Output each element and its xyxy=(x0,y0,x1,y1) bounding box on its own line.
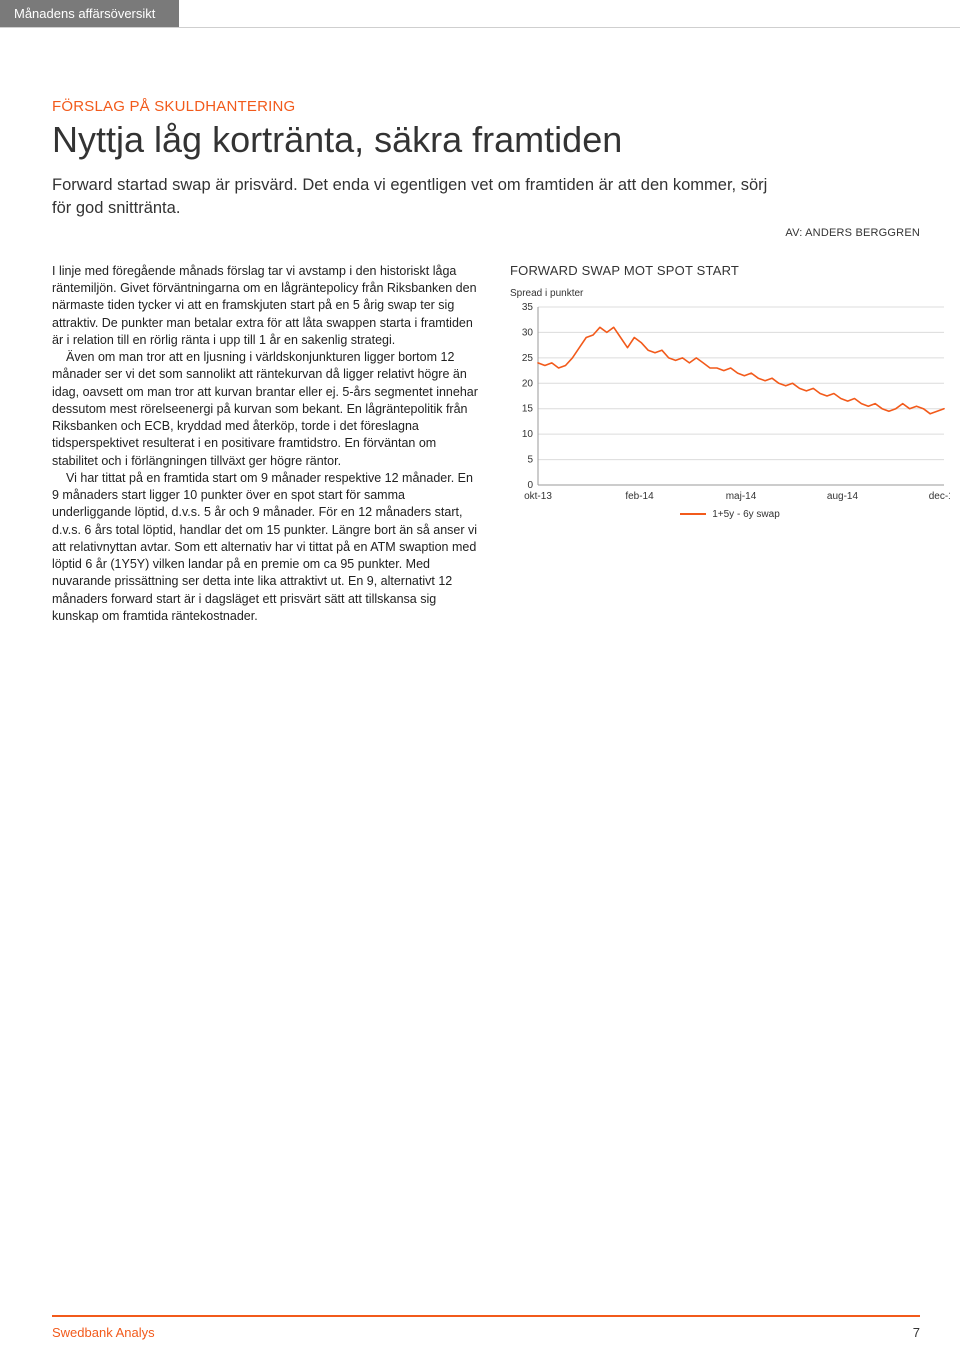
footer-bar: Swedbank Analys 7 xyxy=(0,1317,960,1340)
article-kicker: FÖRSLAG PÅ SKULDHANTERING xyxy=(52,98,920,115)
svg-text:okt-13: okt-13 xyxy=(524,491,552,502)
line-chart: 0 5 10 15 20 25 30 35 okt-13 feb-14 maj-14 aug-14 de… xyxy=(510,303,950,503)
body-text-column: I linje med föregående månads förslag ta… xyxy=(52,263,482,625)
paragraph-2: Även om man tror att en ljusning i värld… xyxy=(52,349,482,470)
footer-page-number: 7 xyxy=(913,1325,920,1340)
chart-title: FORWARD SWAP MOT SPOT START xyxy=(510,263,950,278)
legend-swatch xyxy=(680,513,706,515)
svg-text:0: 0 xyxy=(527,480,533,491)
paragraph-1: I linje med föregående månads förslag ta… xyxy=(52,263,482,349)
paragraph-3: Vi har tittat på en framtida start om 9 … xyxy=(52,470,482,625)
svg-text:30: 30 xyxy=(522,327,534,338)
svg-text:dec-14: dec-14 xyxy=(929,491,950,502)
content-columns: I linje med föregående månads förslag ta… xyxy=(52,263,920,625)
chart-column: FORWARD SWAP MOT SPOT START Spread i pun… xyxy=(510,263,950,625)
svg-text:aug-14: aug-14 xyxy=(827,491,859,502)
svg-text:20: 20 xyxy=(522,378,534,389)
article-lede: Forward startad swap är prisvärd. Det en… xyxy=(52,174,772,219)
legend-label: 1+5y - 6y swap xyxy=(712,509,780,520)
page-footer: Swedbank Analys 7 xyxy=(0,1315,960,1340)
header-tab: Månadens affärsöversikt xyxy=(0,0,179,27)
chart-legend: 1+5y - 6y swap xyxy=(510,509,950,520)
svg-text:10: 10 xyxy=(522,429,534,440)
page-body: FÖRSLAG PÅ SKULDHANTERING Nyttja låg kor… xyxy=(0,28,960,625)
svg-text:maj-14: maj-14 xyxy=(726,491,757,502)
svg-text:35: 35 xyxy=(522,303,534,313)
footer-brand: Swedbank Analys xyxy=(52,1325,155,1340)
chart-container: 0 5 10 15 20 25 30 35 okt-13 feb-14 maj-14 aug-14 de… xyxy=(510,303,950,520)
svg-text:25: 25 xyxy=(522,353,534,364)
article-headline: Nyttja låg kortränta, säkra framtiden xyxy=(52,119,920,160)
svg-text:5: 5 xyxy=(527,454,533,465)
svg-text:feb-14: feb-14 xyxy=(625,491,654,502)
chart-subtitle: Spread i punkter xyxy=(510,288,950,299)
svg-text:15: 15 xyxy=(522,404,534,415)
article-byline: AV: ANDERS BERGGREN xyxy=(52,227,920,239)
